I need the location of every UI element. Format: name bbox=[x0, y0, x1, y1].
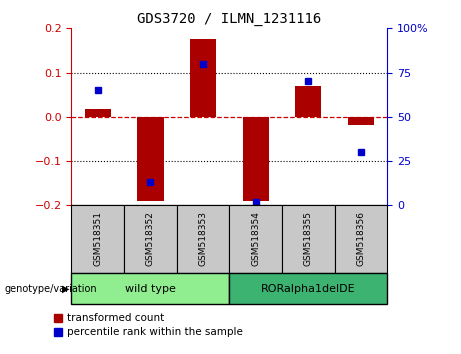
Bar bbox=[190, 39, 216, 117]
Text: ▶: ▶ bbox=[62, 284, 69, 293]
Title: GDS3720 / ILMN_1231116: GDS3720 / ILMN_1231116 bbox=[137, 12, 321, 26]
Text: GSM518356: GSM518356 bbox=[356, 211, 366, 267]
Bar bbox=[137, 117, 164, 201]
Text: RORalpha1delDE: RORalpha1delDE bbox=[261, 284, 355, 293]
Bar bbox=[335, 205, 387, 273]
Text: GSM518355: GSM518355 bbox=[304, 211, 313, 267]
Bar bbox=[242, 117, 269, 201]
Text: GSM518352: GSM518352 bbox=[146, 211, 155, 267]
Text: wild type: wild type bbox=[125, 284, 176, 293]
Text: GSM518351: GSM518351 bbox=[93, 211, 102, 267]
Bar bbox=[124, 205, 177, 273]
Text: genotype/variation: genotype/variation bbox=[5, 284, 97, 293]
Legend: transformed count, percentile rank within the sample: transformed count, percentile rank withi… bbox=[53, 313, 243, 337]
Bar bbox=[229, 205, 282, 273]
Bar bbox=[282, 205, 335, 273]
Text: GSM518354: GSM518354 bbox=[251, 211, 260, 267]
Bar bbox=[71, 205, 124, 273]
Bar bbox=[229, 273, 387, 304]
Bar bbox=[71, 273, 229, 304]
Bar bbox=[295, 86, 321, 117]
Text: GSM518353: GSM518353 bbox=[199, 211, 207, 267]
Bar bbox=[177, 205, 229, 273]
Bar bbox=[348, 117, 374, 125]
Bar bbox=[85, 109, 111, 117]
